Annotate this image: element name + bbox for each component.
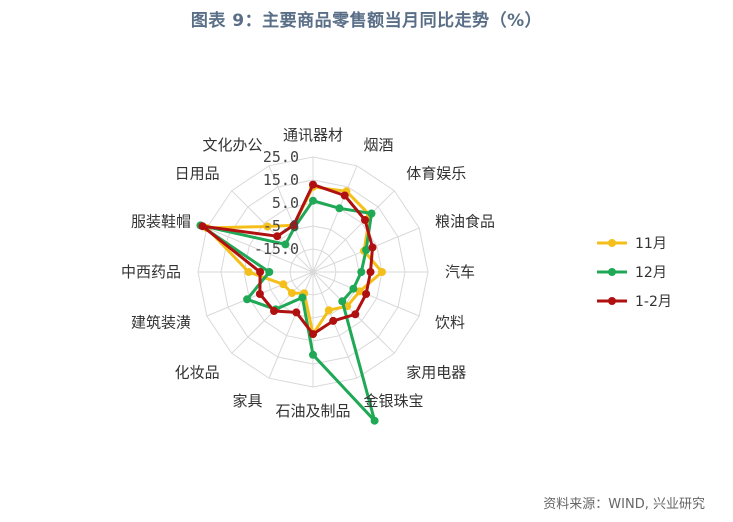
data-point	[292, 308, 301, 317]
source-note: 资料来源：WIND, 兴业研究	[543, 497, 705, 512]
data-point	[298, 293, 307, 302]
data-point	[198, 222, 207, 231]
legend-swatch-marker	[608, 268, 616, 276]
data-point	[362, 246, 371, 254]
category-label: 烟酒	[364, 136, 394, 154]
data-point	[309, 350, 317, 359]
category-label: 日用品	[175, 165, 220, 183]
category-label: 家用电器	[406, 363, 466, 381]
radial-tick-label: 5.0	[272, 194, 299, 212]
radar-series	[196, 180, 386, 425]
legend-item: 12月	[597, 265, 667, 281]
category-label: 建筑装潢	[131, 314, 191, 332]
radial-tick-label: -5.0	[263, 217, 299, 235]
legend-item: 1-2月	[597, 294, 672, 310]
data-point	[362, 290, 371, 298]
grid-spoke	[312, 165, 358, 273]
category-label: 通讯器材	[283, 126, 343, 144]
category-label: 文化办公	[202, 136, 262, 154]
legend-item: 11月	[597, 236, 667, 252]
data-point	[289, 221, 298, 230]
radial-tick-label: 25.0	[263, 148, 299, 166]
data-point	[361, 216, 369, 224]
data-point	[263, 222, 272, 231]
category-label: 汽车	[445, 263, 475, 281]
data-point	[244, 268, 253, 276]
legend-swatch-marker	[608, 297, 616, 305]
grid-spoke	[206, 227, 314, 273]
data-point	[368, 243, 377, 252]
data-point	[370, 416, 379, 425]
grid-spoke	[312, 271, 358, 379]
data-point	[338, 297, 347, 306]
grid-spoke	[231, 190, 314, 273]
category-label: 化妆品	[175, 363, 220, 381]
data-point	[378, 268, 386, 276]
category-label: 粮油食品	[435, 213, 495, 231]
data-point	[367, 209, 376, 218]
data-point	[270, 307, 278, 315]
category-label: 中西药品	[121, 263, 181, 281]
data-point	[340, 191, 349, 200]
legend-label: 12月	[635, 265, 667, 281]
data-point	[287, 289, 296, 298]
legend-swatch-marker	[608, 239, 616, 247]
radial-tick-label: 15.0	[263, 171, 299, 189]
grid-spoke	[268, 165, 314, 273]
data-point	[335, 204, 344, 213]
data-point	[349, 284, 358, 293]
series-2	[198, 180, 377, 339]
category-label: 金银珠宝	[364, 392, 424, 410]
data-point	[357, 268, 366, 276]
category-label: 饮料	[435, 314, 465, 332]
legend-label: 11月	[635, 236, 667, 252]
radial-tick-label: -15.0	[254, 240, 299, 258]
data-point	[265, 268, 274, 276]
data-point	[281, 240, 290, 249]
legend-label: 1-2月	[635, 294, 672, 310]
radial-tick-labels: 25.0 15.0 5.0 -5.0 -15.0	[254, 148, 299, 258]
data-point	[329, 316, 338, 325]
data-point	[366, 268, 375, 276]
data-point	[256, 268, 265, 276]
data-point	[309, 330, 317, 339]
grid-spoke	[312, 190, 395, 273]
data-point	[355, 287, 364, 296]
data-point	[279, 280, 288, 289]
data-point	[351, 310, 360, 319]
legend: 11月 12月 1-2月	[597, 236, 672, 310]
chart-title: 图表 9：主要商品零售额当月同比走势（%）	[190, 11, 543, 31]
data-point	[309, 180, 317, 189]
data-point	[309, 196, 317, 205]
category-label: 石油及制品	[275, 402, 350, 420]
category-label: 服装鞋帽	[131, 213, 191, 231]
data-point	[243, 295, 252, 304]
category-label: 家具	[232, 392, 262, 410]
data-point	[273, 232, 282, 241]
data-point	[255, 290, 264, 298]
data-point	[324, 306, 333, 315]
category-label: 体育娱乐	[406, 165, 466, 183]
